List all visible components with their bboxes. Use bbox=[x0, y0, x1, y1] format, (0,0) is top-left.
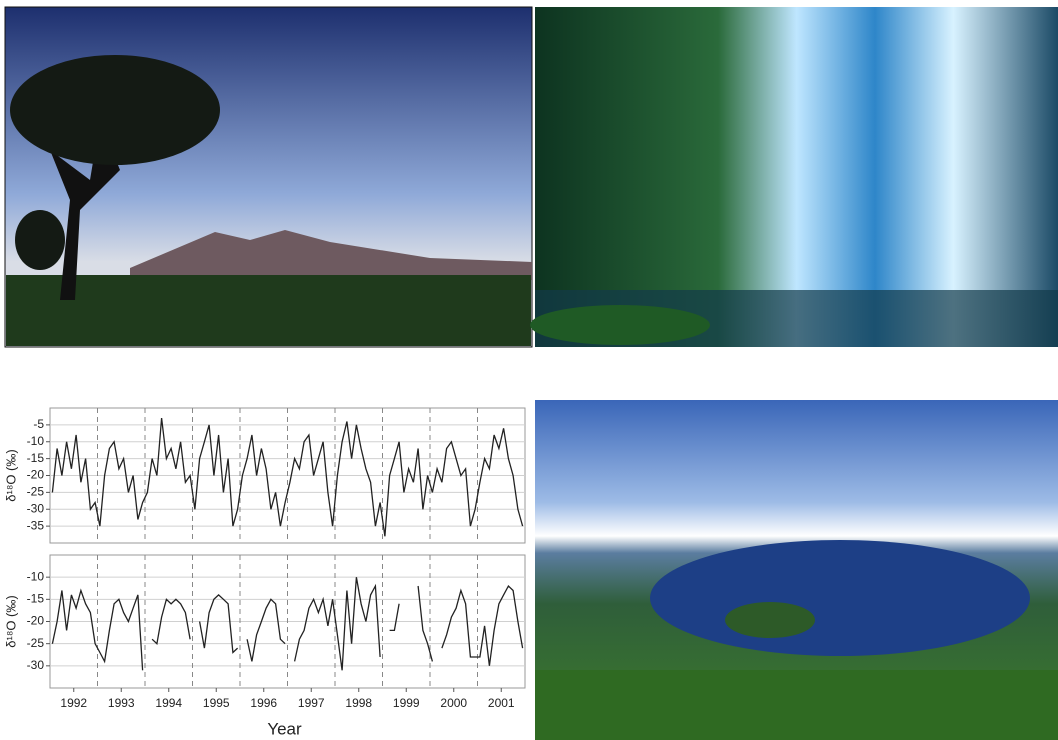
y-tick-label: -15 bbox=[27, 451, 45, 465]
x-axis-label: Year bbox=[267, 719, 302, 738]
y-tick-label: -5 bbox=[33, 417, 44, 431]
x-tick-label: 1993 bbox=[108, 696, 135, 710]
y-tick-label: -25 bbox=[27, 636, 45, 650]
x-tick-label: 1994 bbox=[155, 696, 182, 710]
y-tick-label: -10 bbox=[27, 434, 45, 448]
y-tick-label: -10 bbox=[27, 569, 45, 583]
photo-crater-lake bbox=[535, 400, 1058, 740]
y-tick-label: -35 bbox=[27, 518, 45, 532]
photo-waterfall bbox=[530, 7, 1058, 347]
x-tick-label: 1997 bbox=[298, 696, 325, 710]
y-tick-label: -30 bbox=[27, 658, 45, 672]
figure: -35 -30 -25 -20 -15 -10 -5 δ¹⁸O (‰) -30 -25 -20 -15… bbox=[0, 0, 1058, 740]
chart-panels: -35 -30 -25 -20 -15 -10 -5 δ¹⁸O (‰) -30 -25 -20 -15… bbox=[3, 408, 525, 738]
x-tick-label: 2001 bbox=[488, 696, 515, 710]
x-tick-label: 1999 bbox=[393, 696, 420, 710]
x-tick-label: 2000 bbox=[440, 696, 467, 710]
y-tick-label: -30 bbox=[27, 501, 45, 515]
photo-volcano bbox=[5, 7, 532, 347]
y-axis-label: δ¹⁸O (‰) bbox=[3, 449, 18, 501]
y-tick-label: -20 bbox=[27, 614, 45, 628]
x-tick-label: 1992 bbox=[60, 696, 87, 710]
x-tick-label: 1998 bbox=[345, 696, 372, 710]
x-tick-label: 1995 bbox=[203, 696, 230, 710]
y-axis-label: δ¹⁸O (‰) bbox=[3, 595, 18, 647]
y-tick-label: -15 bbox=[27, 592, 45, 606]
y-tick-label: -20 bbox=[27, 468, 45, 482]
x-tick-label: 1996 bbox=[250, 696, 277, 710]
y-tick-label: -25 bbox=[27, 485, 45, 499]
